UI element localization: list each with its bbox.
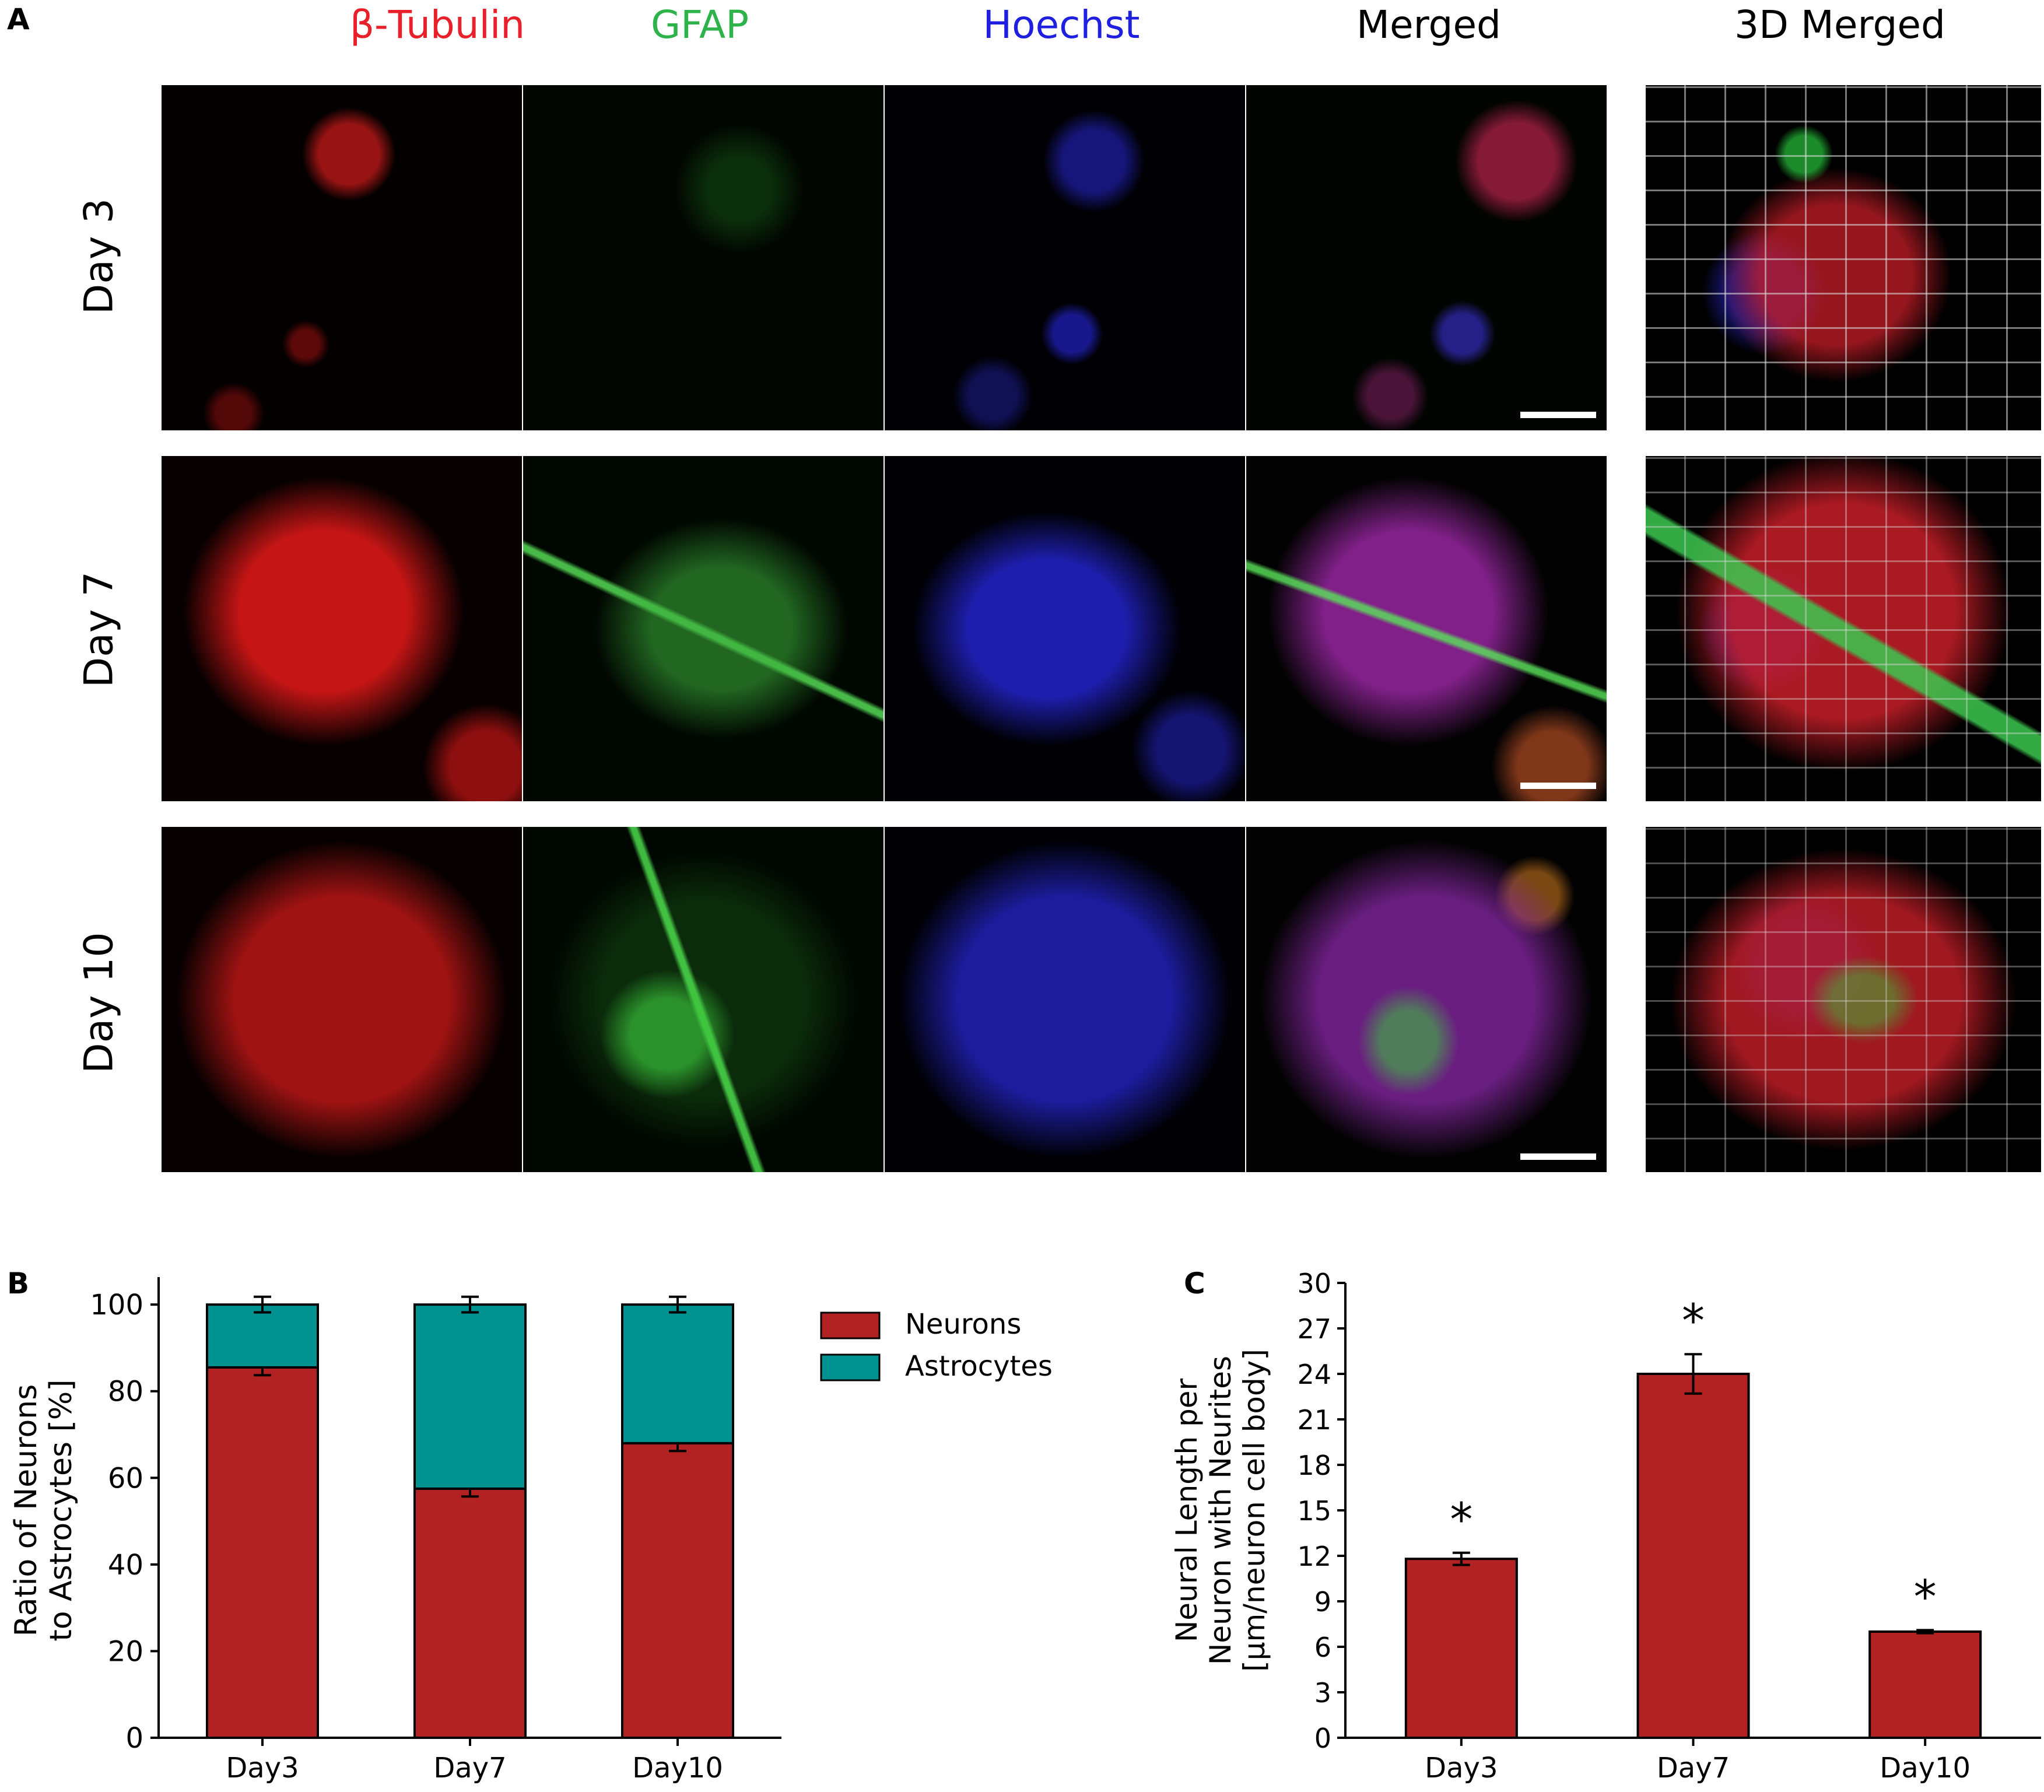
column-header-merged: Merged (1356, 2, 1501, 47)
y-tick-label: 24 (1297, 1359, 1331, 1390)
x-tick-label: Day10 (632, 1752, 723, 1784)
micrograph-day3-hoechst (885, 85, 1245, 430)
row-label-day7: Day 7 (76, 571, 122, 688)
significance-marker: * (1682, 1295, 1705, 1348)
row-label-day3: Day 3 (76, 198, 122, 315)
micrograph-day3-3d-merged (1646, 85, 2041, 430)
bar-neurons-day7 (413, 1487, 527, 1739)
significance-marker: * (1450, 1494, 1472, 1546)
y-tick-label: 40 (108, 1549, 143, 1581)
y-tick-label: 12 (1297, 1541, 1331, 1572)
bar-astrocytes-day7 (413, 1303, 527, 1490)
column-header-tubulin: β-Tubulin (349, 2, 525, 47)
panel-a-label: A (7, 2, 30, 36)
bar-neurons-day3 (206, 1366, 319, 1740)
legend-swatch-astrocytes (820, 1353, 881, 1381)
legend-label-neurons: Neurons (905, 1308, 1021, 1341)
column-header-3d-merged: 3D Merged (1734, 2, 1945, 47)
y-tick-label: 60 (108, 1462, 143, 1495)
y-axis-title: Neural Length per Neuron with Neurites [μm… (1170, 1349, 1271, 1672)
bar-day10 (1868, 1630, 1982, 1739)
micrograph-day7-gfap (523, 456, 883, 801)
y-axis-title-line: Neuron with Neurites (1204, 1356, 1237, 1665)
y-tick-label: 18 (1297, 1450, 1331, 1481)
legend-label-astrocytes: Astrocytes (905, 1350, 1053, 1383)
micrograph-day7-hoechst (885, 456, 1245, 801)
stacked-bar-chart: 0 20 40 60 80 100 Day3 Day7 Day10 Ratio of Neuron… (9, 1277, 1053, 1784)
x-tick-label: Day7 (433, 1752, 506, 1784)
scale-bar (1520, 1153, 1596, 1160)
y-axis-title-line: Ratio of Neurons (9, 1384, 44, 1637)
micrograph-day7-3d-merged (1646, 456, 2041, 801)
y-tick-label: 27 (1297, 1313, 1331, 1345)
y-tick-label: 100 (90, 1289, 143, 1321)
bar-chart-neural-length: * * * 0 3 6 9 12 15 18 21 24 27 30 Day3 Day7 Day10 Neural… (1170, 1268, 2041, 1784)
x-tick-label: Day3 (226, 1752, 299, 1784)
column-header-gfap: GFAP (651, 2, 749, 47)
y-tick-label: 20 (108, 1635, 143, 1668)
x-tick-label: Day3 (1425, 1752, 1498, 1784)
y-tick-label: 80 (108, 1376, 143, 1408)
bar-astrocytes-day3 (206, 1303, 319, 1369)
row-label-day10: Day 10 (76, 932, 122, 1074)
scale-bar (1520, 412, 1596, 418)
y-tick-label: 15 (1297, 1495, 1331, 1527)
bar-day7 (1636, 1373, 1750, 1739)
significance-marker: * (1914, 1571, 1937, 1623)
x-tick-label: Day7 (1657, 1752, 1730, 1784)
y-tick-label: 21 (1297, 1404, 1331, 1436)
micrograph-day10-3d-merged (1646, 827, 2041, 1172)
y-axis-title-line: to Astrocytes [%] (44, 1379, 79, 1641)
micrograph-day3-merged (1246, 85, 1607, 430)
legend-swatch-neurons (820, 1311, 881, 1339)
bar-neurons-day10 (621, 1442, 734, 1739)
y-tick-label: 9 (1314, 1586, 1331, 1618)
micrograph-day7-merged (1246, 456, 1607, 801)
y-axis-title: Ratio of Neurons to Astrocytes [%] (9, 1379, 79, 1641)
micrograph-day10-gfap (523, 827, 883, 1172)
micrograph-day10-merged (1246, 827, 1607, 1172)
y-tick-label: 6 (1314, 1632, 1331, 1663)
panel-b-label: B (7, 1267, 30, 1300)
y-tick-label: 30 (1297, 1268, 1331, 1299)
y-tick-label: 0 (1314, 1723, 1331, 1754)
y-tick-label: 0 (125, 1722, 143, 1755)
y-axis-title-line: Neural Length per (1170, 1378, 1204, 1642)
micrograph-day10-hoechst (885, 827, 1245, 1172)
micrograph-day10-tubulin (162, 827, 522, 1172)
bar-astrocytes-day10 (621, 1303, 734, 1444)
micrograph-day3-gfap (523, 85, 883, 430)
micrograph-day3-tubulin (162, 85, 522, 430)
bar-day3 (1404, 1558, 1518, 1739)
micrograph-day7-tubulin (162, 456, 522, 801)
column-header-hoechst: Hoechst (983, 2, 1140, 47)
y-tick-label: 3 (1314, 1677, 1331, 1709)
y-axis-title-line: [μm/neuron cell body] (1237, 1349, 1271, 1672)
scale-bar (1520, 783, 1596, 789)
panel-c-label: C (1184, 1267, 1205, 1300)
x-tick-label: Day10 (1880, 1752, 1971, 1784)
